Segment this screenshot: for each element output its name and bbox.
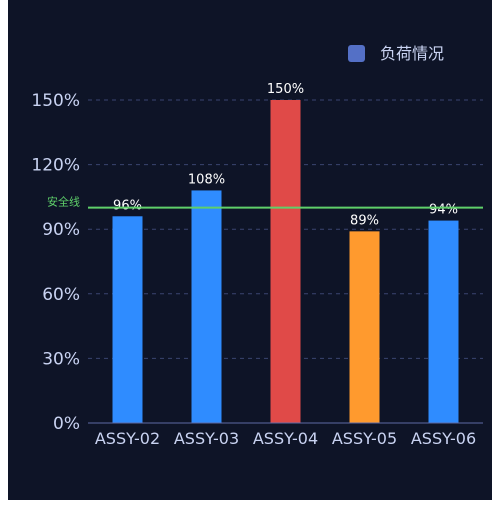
bar-assy-04[interactable] (270, 100, 301, 423)
safety-line: 安全线 (47, 195, 483, 209)
bar-value-label: 96% (113, 198, 142, 213)
chart-background (8, 0, 492, 500)
legend-swatch[interactable] (348, 45, 365, 62)
x-tick-label: ASSY-04 (253, 429, 318, 448)
legend-label[interactable]: 负荷情况 (380, 44, 444, 63)
x-axis-tick-labels: ASSY-02 ASSY-03 ASSY-04 ASSY-05 ASSY-06 (95, 429, 476, 448)
y-tick-label: 0% (53, 414, 80, 434)
x-tick-label: ASSY-03 (174, 429, 239, 448)
y-axis-tick-labels: 0% 30% 60% 90% 120% 150% (31, 91, 80, 434)
y-tick-label: 150% (31, 91, 80, 111)
bars (112, 100, 459, 423)
bar-value-label: 89% (350, 213, 379, 228)
y-tick-label: 120% (31, 156, 80, 176)
bar-assy-06[interactable] (428, 220, 459, 423)
y-tick-label: 30% (42, 349, 80, 369)
bar-value-labels: 96% 108% 150% 89% 94% (113, 82, 458, 228)
x-tick-label: ASSY-06 (411, 429, 476, 448)
y-tick-label: 90% (42, 220, 80, 240)
grid-lines (88, 99, 483, 359)
bar-assy-02[interactable] (112, 216, 143, 423)
y-tick-label: 60% (42, 285, 80, 305)
bar-value-label: 108% (188, 172, 225, 187)
bar-value-label: 94% (429, 203, 458, 218)
x-tick-label: ASSY-05 (332, 429, 397, 448)
bar-assy-03[interactable] (191, 190, 222, 423)
bar-assy-05[interactable] (349, 231, 380, 423)
x-tick-label: ASSY-02 (95, 429, 160, 448)
bar-value-label: 150% (267, 82, 304, 97)
safety-line-label: 安全线 (47, 195, 80, 209)
legend[interactable]: 负荷情况 (348, 44, 444, 63)
